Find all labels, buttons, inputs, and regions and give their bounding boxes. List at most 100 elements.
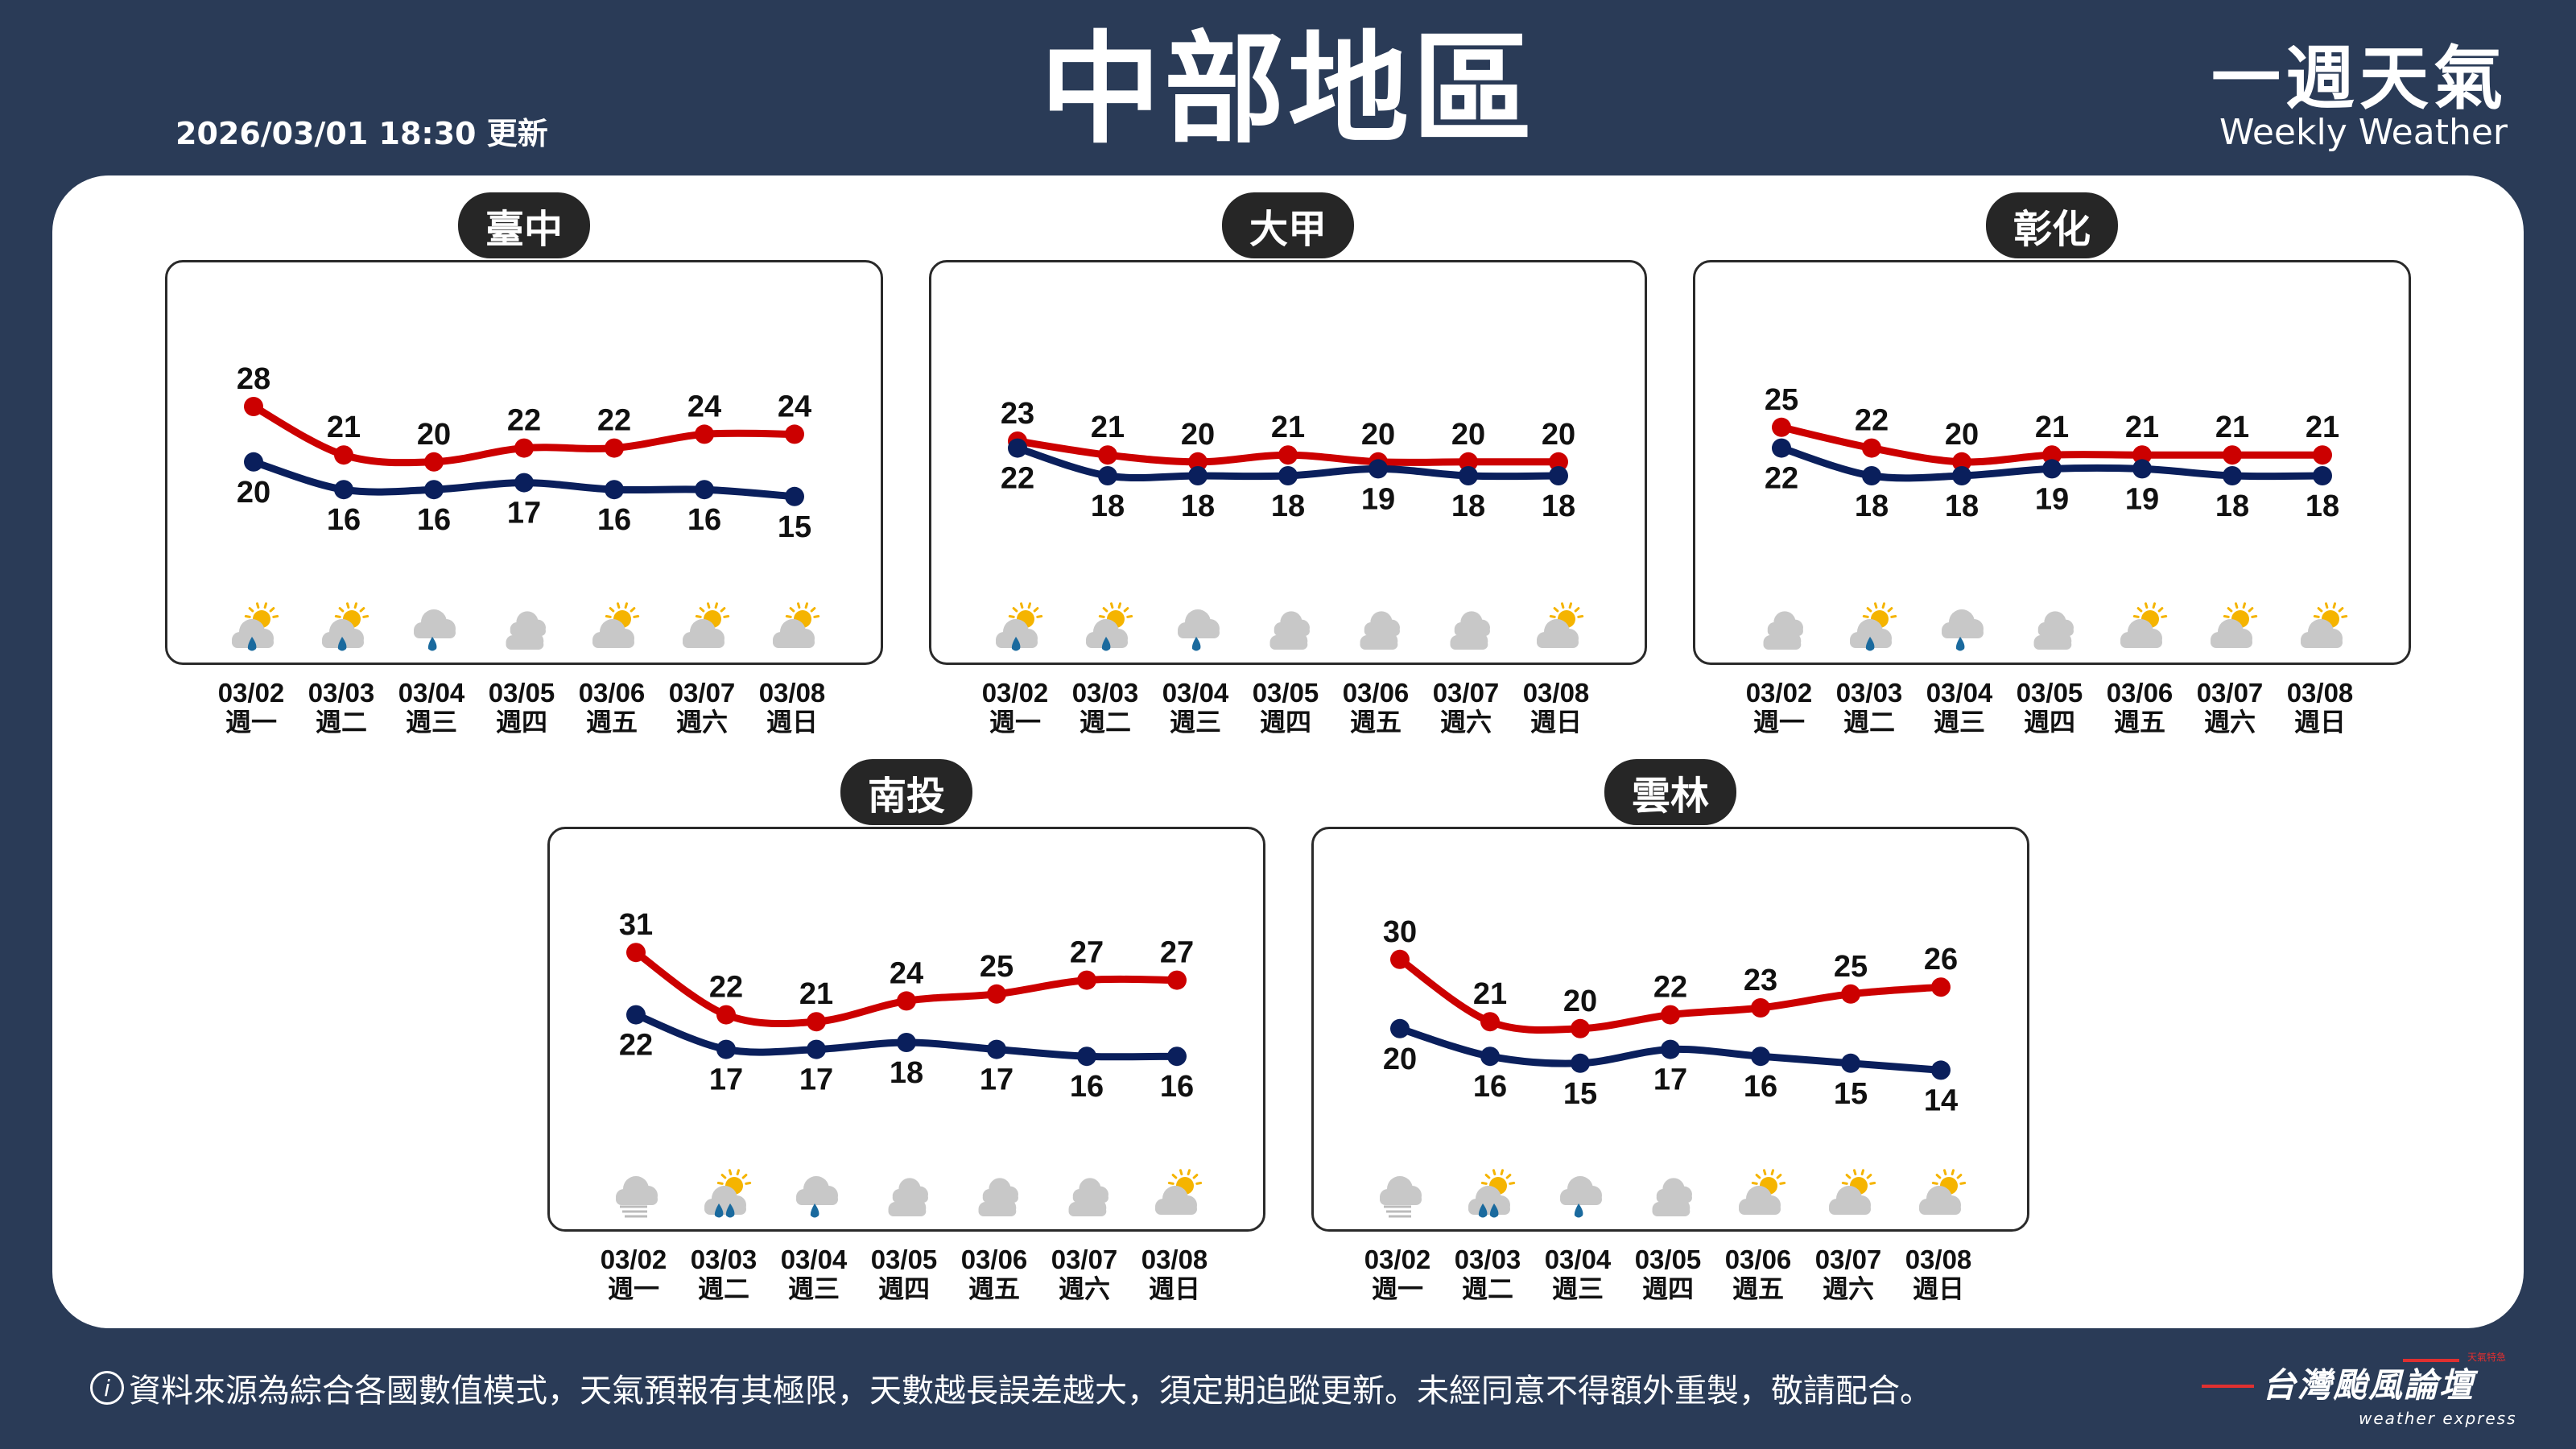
date-text: 03/02: [981, 678, 1049, 708]
cloudy-rain-icon: [1942, 609, 1984, 651]
low-temp-point: [626, 1005, 646, 1025]
high-temp-point: [626, 943, 646, 963]
high-temp-point: [1571, 1018, 1590, 1038]
logo-stripe: [2403, 1359, 2459, 1362]
low-temp-label: 14: [1924, 1084, 1958, 1117]
date-label: 03/06 週五: [1713, 1245, 1803, 1304]
weekday-text: 週日: [2293, 707, 2346, 737]
low-temp-point: [1661, 1039, 1680, 1059]
partly-cloudy-icon: [592, 602, 640, 648]
low-temp-point: [1368, 459, 1388, 479]
low-temp-point: [897, 1033, 916, 1052]
date-axis: 03/02 週一 03/03 週二 03/04 週三 03/05 週四 03/06 週五 03/07…: [165, 679, 883, 751]
low-temp-label: 18: [1451, 489, 1485, 523]
cloudy-icon: [1068, 1178, 1108, 1216]
high-temp-point: [785, 424, 804, 444]
date-text: 03/07: [1051, 1245, 1118, 1274]
date-text: 03/07: [668, 678, 736, 708]
date-label: 03/04 週三: [1533, 1245, 1623, 1304]
date-axis: 03/02 週一 03/03 週二 03/04 週三 03/05 週四 03/06 週五 03/07…: [1693, 679, 2411, 751]
weekday-text: 週二: [697, 1274, 749, 1304]
weekday-text: 週一: [1371, 1274, 1423, 1304]
cloudy-icon: [888, 1178, 928, 1216]
low-temp-point: [2042, 459, 2062, 479]
high-temp-point: [897, 991, 916, 1011]
low-temp-point: [605, 480, 624, 500]
high-temp-label: 23: [1001, 397, 1034, 431]
low-temp-label: 16: [327, 503, 361, 537]
date-text: 03/02: [217, 678, 285, 708]
high-temp-label: 28: [237, 362, 270, 396]
cloudy-icon: [978, 1178, 1018, 1216]
low-temp-label: 17: [1653, 1063, 1687, 1097]
high-temp-label: 25: [1834, 950, 1868, 984]
partly-cloudy-icon: [773, 602, 820, 648]
date-text: 03/03: [1071, 678, 1139, 708]
weekday-text: 週二: [1843, 707, 1895, 737]
weekday-text: 週四: [495, 707, 547, 737]
low-temp-point: [1278, 466, 1298, 485]
low-temp-point: [1751, 1046, 1770, 1067]
weekday-text: 週四: [2023, 707, 2075, 737]
date-axis: 03/02 週一 03/03 週二 03/04 週三 03/05 週四 03/06 週五 03/07…: [929, 679, 1647, 751]
high-temp-point: [605, 438, 624, 458]
date-text: 03/06: [2106, 678, 2174, 708]
date-text: 03/02: [600, 1245, 667, 1274]
high-temp-point: [2223, 445, 2242, 465]
date-text: 03/05: [1634, 1245, 1702, 1274]
date-text: 03/08: [1522, 678, 1590, 708]
logo-stripe: [2202, 1385, 2254, 1388]
weekday-text: 週二: [315, 707, 367, 737]
partly-cloudy-rain-icon: [1850, 602, 1897, 651]
weekday-text: 週五: [1349, 707, 1402, 737]
high-temp-label: 24: [778, 390, 811, 423]
partly-cloudy-rain-icon: [996, 602, 1043, 651]
region-name: 彰化: [1985, 192, 2119, 258]
date-text: 03/05: [488, 678, 555, 708]
weekday-text: 週二: [1461, 1274, 1513, 1304]
high-temp-label: 30: [1383, 915, 1417, 949]
date-label: 03/05 週四: [477, 679, 567, 737]
weekday-text: 週一: [607, 1274, 659, 1304]
low-temp-label: 18: [1855, 489, 1889, 523]
date-label: 03/08 週日: [747, 679, 837, 737]
low-temp-label: 17: [709, 1063, 743, 1097]
low-temp-point: [1167, 1046, 1187, 1067]
date-label: 03/03 週二: [1443, 1245, 1533, 1304]
high-temp-point: [1751, 998, 1770, 1018]
date-label: 03/08 週日: [1893, 1245, 1984, 1304]
low-temp-point: [1077, 1046, 1096, 1067]
high-temp-point: [1549, 452, 1568, 472]
brand-title-zh: 一週天氣: [2211, 39, 2508, 119]
weekday-text: 週日: [1530, 707, 1582, 737]
date-text: 03/06: [960, 1245, 1028, 1274]
low-temp-point: [1841, 1053, 1860, 1073]
high-temp-label: 20: [1945, 418, 1979, 452]
partly-cloudy-rain-icon: [322, 602, 369, 651]
date-label: 03/08 週日: [1511, 679, 1601, 737]
update-timestamp: 2026/03/01 18:30 更新: [175, 116, 548, 151]
page-title: 中部地區: [1039, 20, 1536, 160]
weekday-text: 週一: [989, 707, 1041, 737]
date-label: 03/06 週五: [949, 1245, 1039, 1304]
date-label: 03/05 週四: [1623, 1245, 1713, 1304]
low-temp-point: [1459, 466, 1478, 485]
date-label: 03/06 週五: [1331, 679, 1421, 737]
high-temp-label: 20: [417, 418, 451, 452]
weekday-text: 週六: [2203, 707, 2256, 737]
cloudy-rain-icon: [1178, 609, 1220, 651]
low-temp-label: 15: [1834, 1077, 1868, 1111]
weekday-text: 週二: [1079, 707, 1131, 737]
high-temp-point: [424, 452, 444, 472]
low-temp-point: [1931, 1060, 1951, 1080]
low-temp-point: [1772, 438, 1791, 458]
partly-cloudy-icon: [2120, 602, 2168, 648]
high-temp-label: 20: [1451, 418, 1485, 452]
low-temp-label: 19: [2035, 482, 2069, 516]
high-temp-label: 22: [709, 971, 743, 1005]
high-temp-point: [716, 1005, 736, 1025]
region-name: 大甲: [1221, 192, 1355, 258]
date-text: 03/06: [1342, 678, 1410, 708]
high-temp-point: [807, 1012, 826, 1032]
high-temp-label: 23: [1744, 964, 1777, 997]
